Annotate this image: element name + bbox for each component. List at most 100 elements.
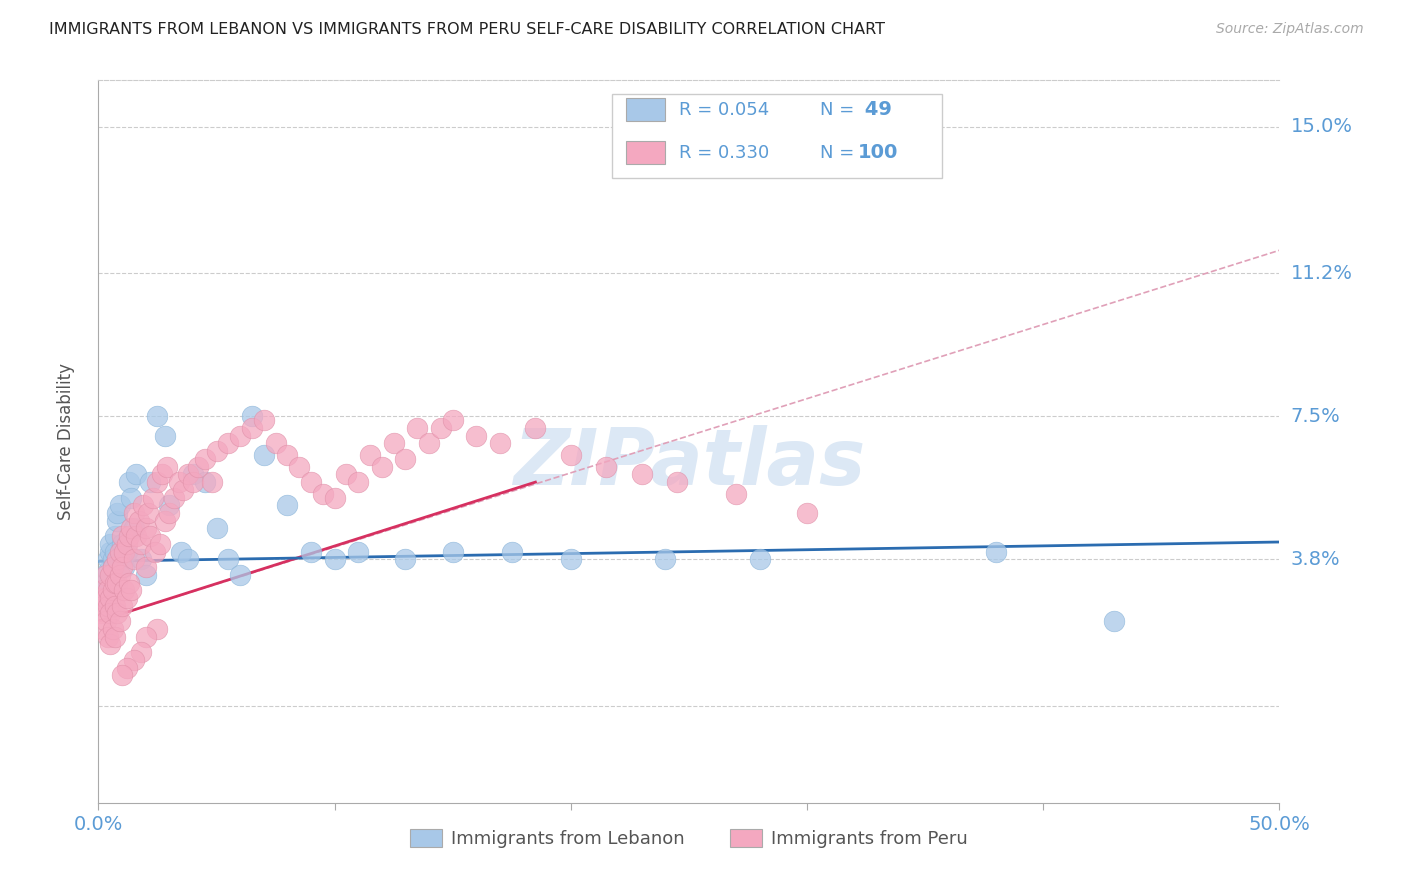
Point — [111, 560, 134, 574]
Point — [94, 567, 117, 582]
Point — [125, 529, 148, 543]
Point — [91, 599, 114, 613]
Text: IMMIGRANTS FROM LEBANON VS IMMIGRANTS FROM PERU SELF-CARE DISABILITY CORRELATION: IMMIGRANTS FROM LEBANON VS IMMIGRANTS FR… — [49, 22, 886, 37]
Point — [725, 486, 748, 500]
Point — [146, 622, 169, 636]
Point — [194, 451, 217, 466]
Point — [115, 591, 138, 605]
Point — [112, 544, 135, 558]
Point — [253, 448, 276, 462]
Point — [194, 475, 217, 489]
Point — [118, 575, 141, 590]
Point — [217, 436, 239, 450]
Text: 15.0%: 15.0% — [1291, 117, 1353, 136]
Point — [135, 630, 157, 644]
Point — [441, 544, 464, 558]
Y-axis label: Self-Care Disability: Self-Care Disability — [56, 363, 75, 520]
Text: N =: N = — [820, 101, 853, 119]
Legend: Immigrants from Lebanon, Immigrants from Peru: Immigrants from Lebanon, Immigrants from… — [402, 822, 976, 855]
Point — [111, 599, 134, 613]
Point — [323, 491, 346, 505]
Point — [560, 448, 582, 462]
Point — [264, 436, 287, 450]
Point — [150, 467, 173, 482]
Point — [112, 583, 135, 598]
Point — [121, 583, 143, 598]
Point — [347, 475, 370, 489]
Text: 100: 100 — [858, 143, 898, 162]
Point — [115, 537, 138, 551]
Point — [135, 521, 157, 535]
Point — [90, 591, 112, 605]
Point — [97, 552, 120, 566]
Point — [253, 413, 276, 427]
Point — [97, 583, 120, 598]
Point — [139, 529, 162, 543]
Point — [101, 560, 124, 574]
Point — [98, 637, 121, 651]
Point — [489, 436, 512, 450]
Point — [135, 567, 157, 582]
Point — [94, 591, 117, 605]
Point — [104, 529, 127, 543]
Point — [97, 630, 120, 644]
Point — [201, 475, 224, 489]
Point — [104, 575, 127, 590]
Text: R = 0.054: R = 0.054 — [679, 101, 769, 119]
Point — [153, 429, 176, 443]
Point — [335, 467, 357, 482]
Point — [560, 552, 582, 566]
Point — [524, 421, 547, 435]
Point — [132, 498, 155, 512]
Point — [441, 413, 464, 427]
Point — [299, 475, 322, 489]
Point — [91, 583, 114, 598]
Point — [111, 529, 134, 543]
Point — [240, 421, 263, 435]
Point — [205, 444, 228, 458]
Point — [748, 552, 770, 566]
Point — [177, 552, 200, 566]
Point — [394, 552, 416, 566]
Point — [105, 607, 128, 621]
Point — [149, 537, 172, 551]
Text: 11.2%: 11.2% — [1291, 264, 1353, 283]
Point — [91, 622, 114, 636]
Point — [104, 544, 127, 558]
Point — [98, 537, 121, 551]
Point — [153, 514, 176, 528]
Point — [108, 614, 131, 628]
Point — [129, 645, 152, 659]
Point — [181, 467, 204, 482]
Point — [1102, 614, 1125, 628]
Point — [104, 599, 127, 613]
Point — [105, 552, 128, 566]
Point — [170, 544, 193, 558]
Point — [108, 567, 131, 582]
Point — [359, 448, 381, 462]
Point — [177, 467, 200, 482]
Text: 3.8%: 3.8% — [1291, 549, 1340, 569]
Point — [371, 459, 394, 474]
Point — [156, 459, 179, 474]
Point — [112, 560, 135, 574]
Point — [288, 459, 311, 474]
Point — [394, 451, 416, 466]
Point — [90, 591, 112, 605]
Text: 7.5%: 7.5% — [1291, 407, 1340, 425]
Point — [101, 622, 124, 636]
Point — [97, 564, 120, 578]
Point — [187, 459, 209, 474]
Point — [121, 521, 143, 535]
Point — [666, 475, 689, 489]
Point — [128, 514, 150, 528]
Point — [97, 599, 120, 613]
Point — [654, 552, 676, 566]
Text: R = 0.330: R = 0.330 — [679, 144, 769, 161]
Point — [98, 544, 121, 558]
Point — [276, 448, 298, 462]
Point — [108, 498, 131, 512]
Point — [118, 475, 141, 489]
Text: N =: N = — [820, 144, 853, 161]
Point — [129, 537, 152, 551]
